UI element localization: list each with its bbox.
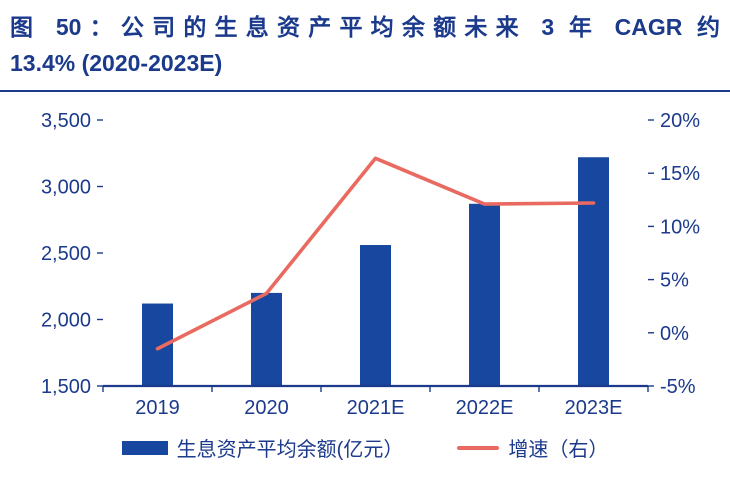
left-axis-tick-label: 1,500 [41,376,91,398]
legend-item-line-series: 增速（右） [457,433,608,462]
chart-legend: 生息资产平均余额(亿元） 增速（右） [0,433,730,462]
x-axis-category-label: 2023E [565,397,623,419]
left-axis-tick-label: 3,500 [41,110,91,132]
x-axis-category-label: 2020 [244,397,289,419]
bar-series-label: 生息资产平均余额(亿元） [176,439,404,462]
bar-2020 [251,293,282,387]
legend-item-bar-series: 生息资产平均余额(亿元） [121,433,404,462]
bar-2021E [360,245,391,387]
right-axis-tick-label: 5% [660,270,689,292]
left-axis-tick-label: 2,000 [41,310,91,332]
line-series-label: 增速（右） [508,439,609,462]
bar-2022E [469,204,500,387]
x-axis-category-label: 2019 [135,397,180,419]
bar-2023E [578,157,609,387]
figure-title: 图 50：公司的生息资产平均余额未来 3 年 CAGR 约 13.4% (202… [0,0,730,93]
right-axis-tick-label: -5% [660,376,696,398]
right-axis-tick-label: 20% [660,110,700,132]
line-series-swatch-icon [457,445,500,450]
left-axis-tick-label: 3,000 [41,177,91,199]
figure-title-line-1: 图 50：公司的生息资产平均余额未来 3 年 CAGR 约 [10,14,720,40]
right-axis-tick-label: 0% [660,323,689,345]
figure-title-line-2: 13.4% (2020-2023E) [10,49,223,76]
right-axis-tick-label: 15% [660,163,700,185]
right-axis-tick-label: 10% [660,217,700,239]
x-axis-category-label: 2021E [347,397,405,419]
combo-chart: 1,500 2,000 2,500 3,000 3,500 -5% 0% 5% 10% 15% 20… [41,110,700,419]
bar-series-swatch-icon [121,440,168,455]
left-axis-tick-label: 2,500 [41,243,91,265]
x-axis-category-label: 2022E [456,397,514,419]
growth-line [155,156,596,351]
